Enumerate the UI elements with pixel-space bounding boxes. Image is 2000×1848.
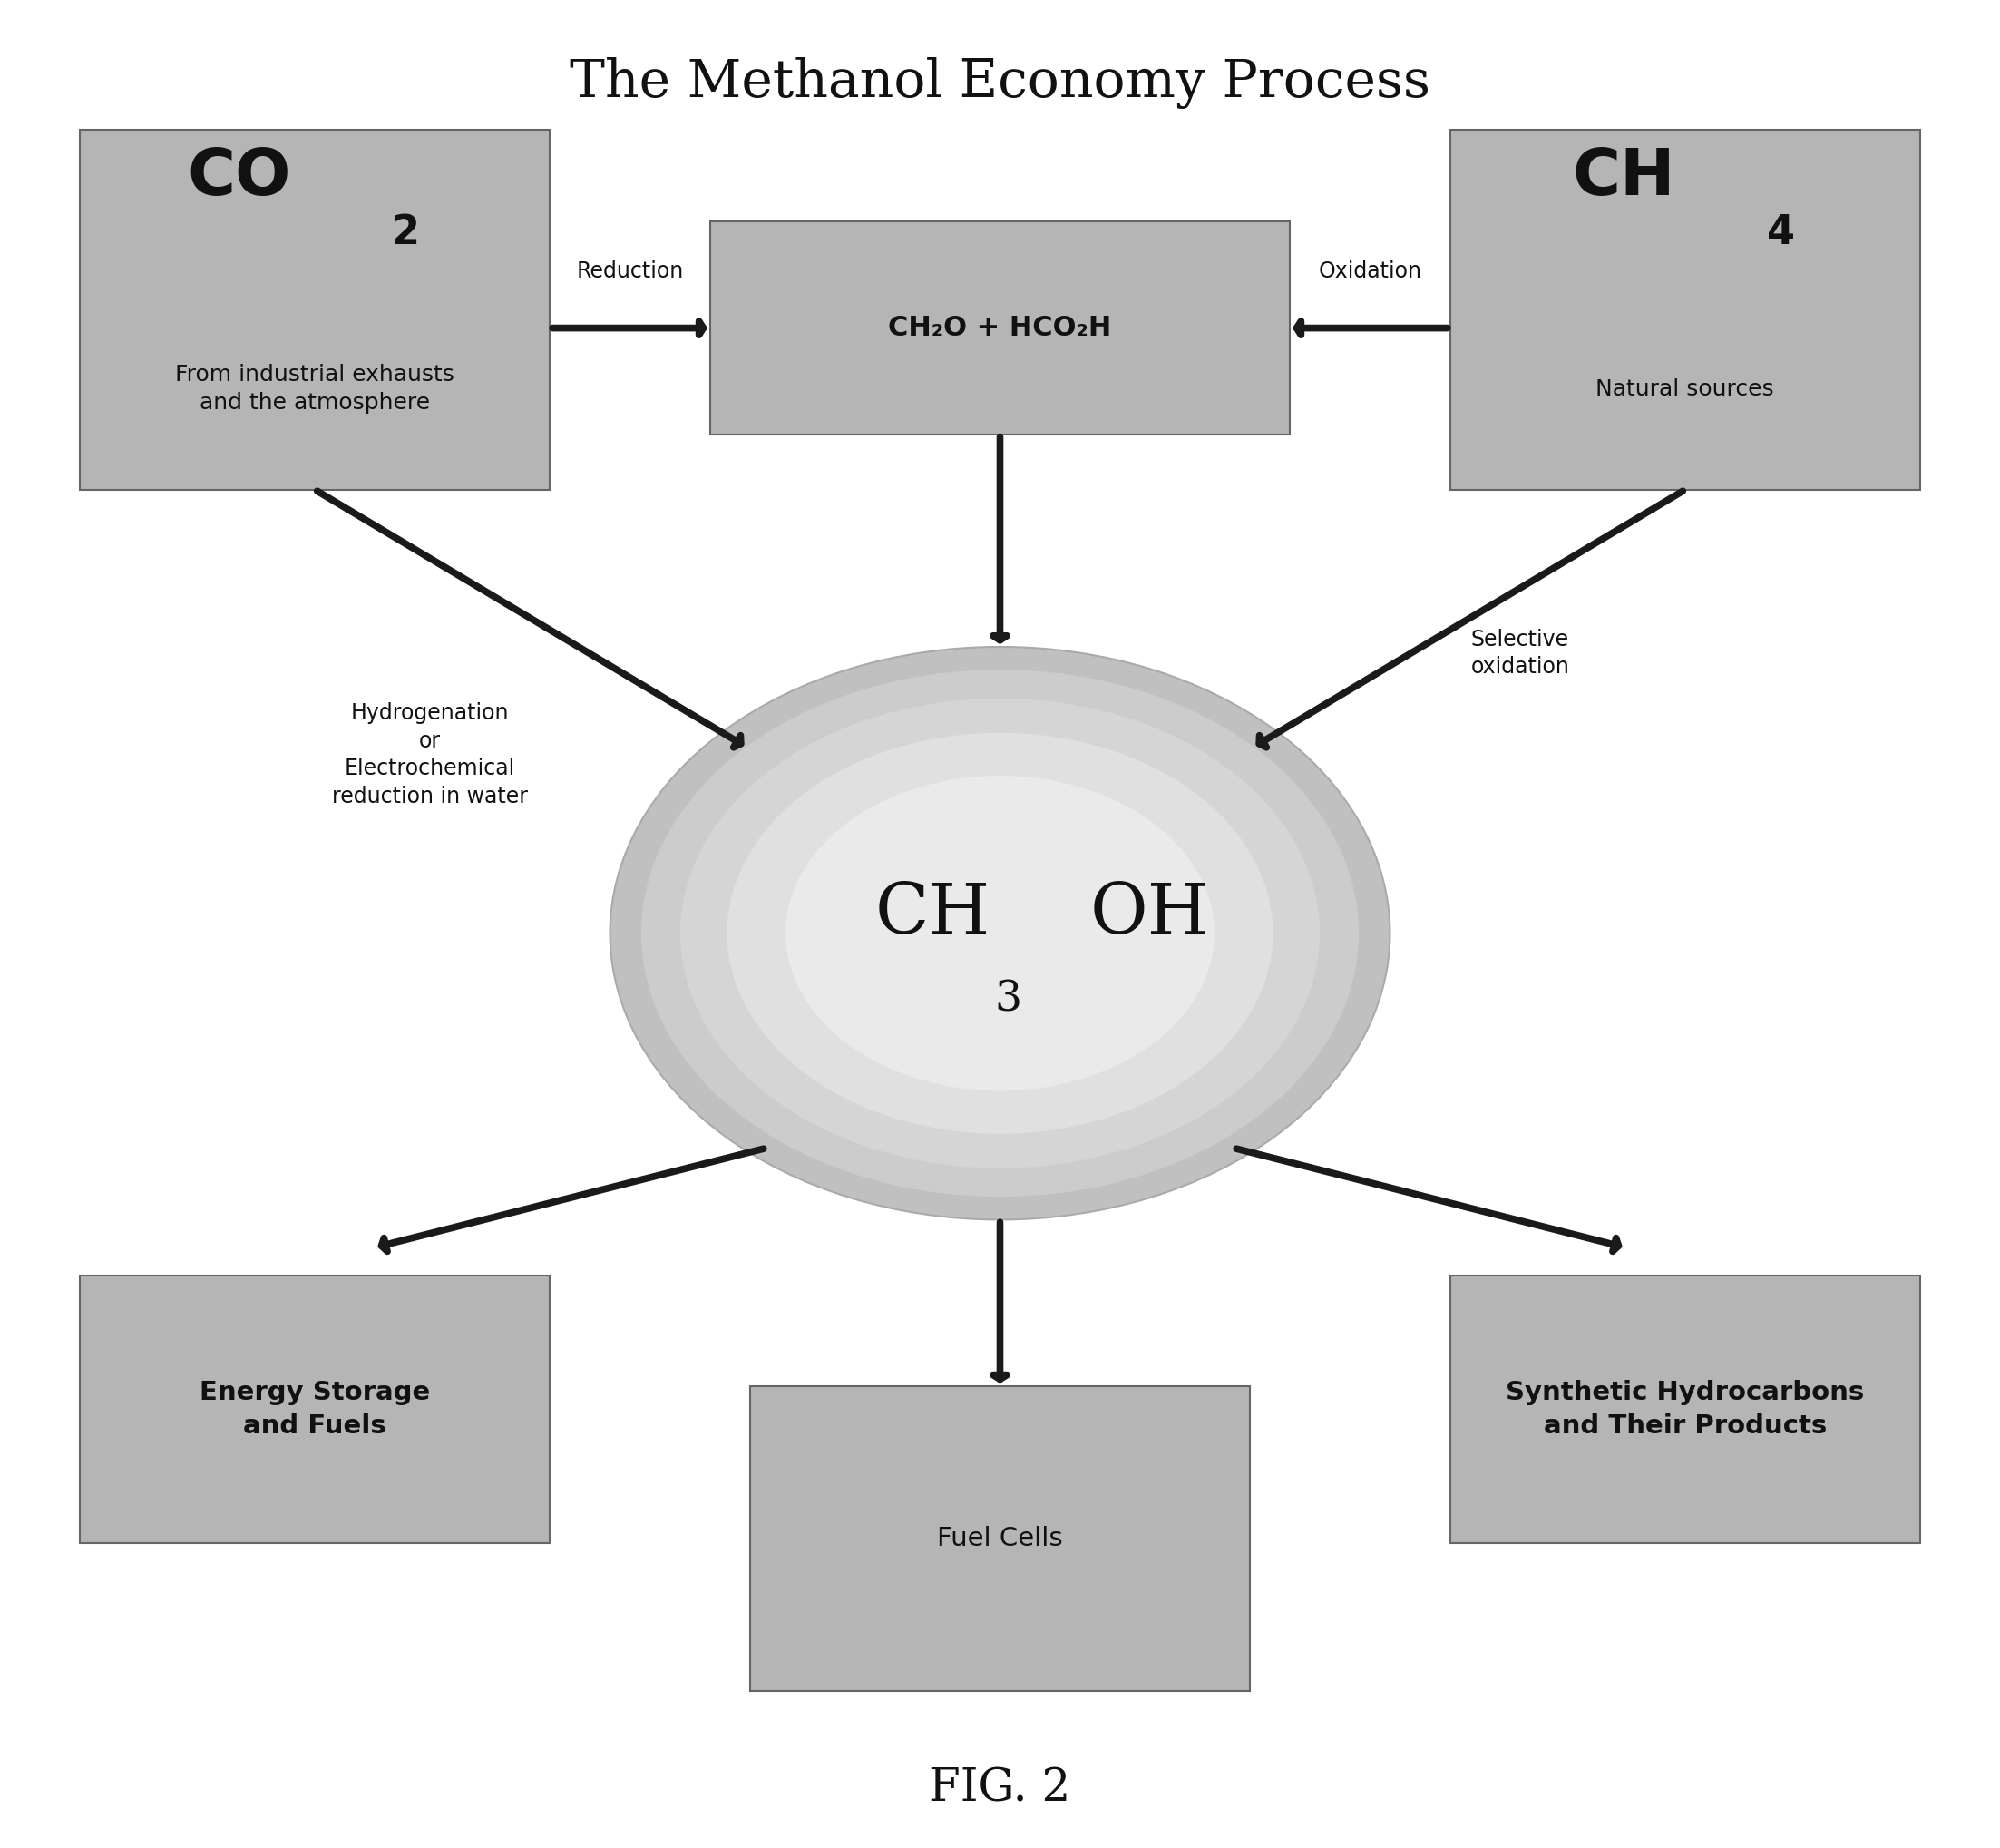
Text: Hydrogenation
or
Electrochemical
reduction in water: Hydrogenation or Electrochemical reducti… [332, 702, 528, 808]
Text: Energy Storage
and Fuels: Energy Storage and Fuels [200, 1380, 430, 1438]
Text: CO: CO [188, 146, 292, 209]
Text: Fuel Cells: Fuel Cells [938, 1526, 1062, 1550]
Text: OH: OH [1090, 880, 1210, 950]
Ellipse shape [610, 647, 1390, 1220]
Text: From industrial exhausts
and the atmosphere: From industrial exhausts and the atmosph… [176, 364, 454, 414]
Ellipse shape [786, 776, 1214, 1090]
Text: The Methanol Economy Process: The Methanol Economy Process [570, 57, 1430, 109]
FancyBboxPatch shape [1450, 1275, 1920, 1543]
Text: Synthetic Hydrocarbons
and Their Products: Synthetic Hydrocarbons and Their Product… [1506, 1380, 1864, 1438]
FancyBboxPatch shape [80, 1275, 550, 1543]
Text: CH: CH [874, 880, 990, 950]
Text: Selective
oxidation: Selective oxidation [1470, 628, 1570, 678]
FancyBboxPatch shape [710, 222, 1290, 434]
Text: Natural sources: Natural sources [1596, 379, 1774, 399]
FancyBboxPatch shape [750, 1386, 1250, 1691]
Text: Oxidation: Oxidation [1318, 261, 1422, 281]
Text: 2: 2 [390, 213, 420, 251]
Text: FIG. 2: FIG. 2 [930, 1767, 1070, 1811]
Ellipse shape [728, 734, 1274, 1135]
Text: 4: 4 [1766, 213, 1796, 251]
Ellipse shape [680, 699, 1320, 1168]
Text: Reduction: Reduction [576, 261, 684, 281]
Ellipse shape [642, 669, 1358, 1198]
FancyBboxPatch shape [1450, 129, 1920, 490]
Text: CH₂O + HCO₂H: CH₂O + HCO₂H [888, 314, 1112, 342]
Text: 3: 3 [994, 979, 1022, 1020]
FancyBboxPatch shape [80, 129, 550, 490]
Text: CH: CH [1572, 146, 1676, 209]
